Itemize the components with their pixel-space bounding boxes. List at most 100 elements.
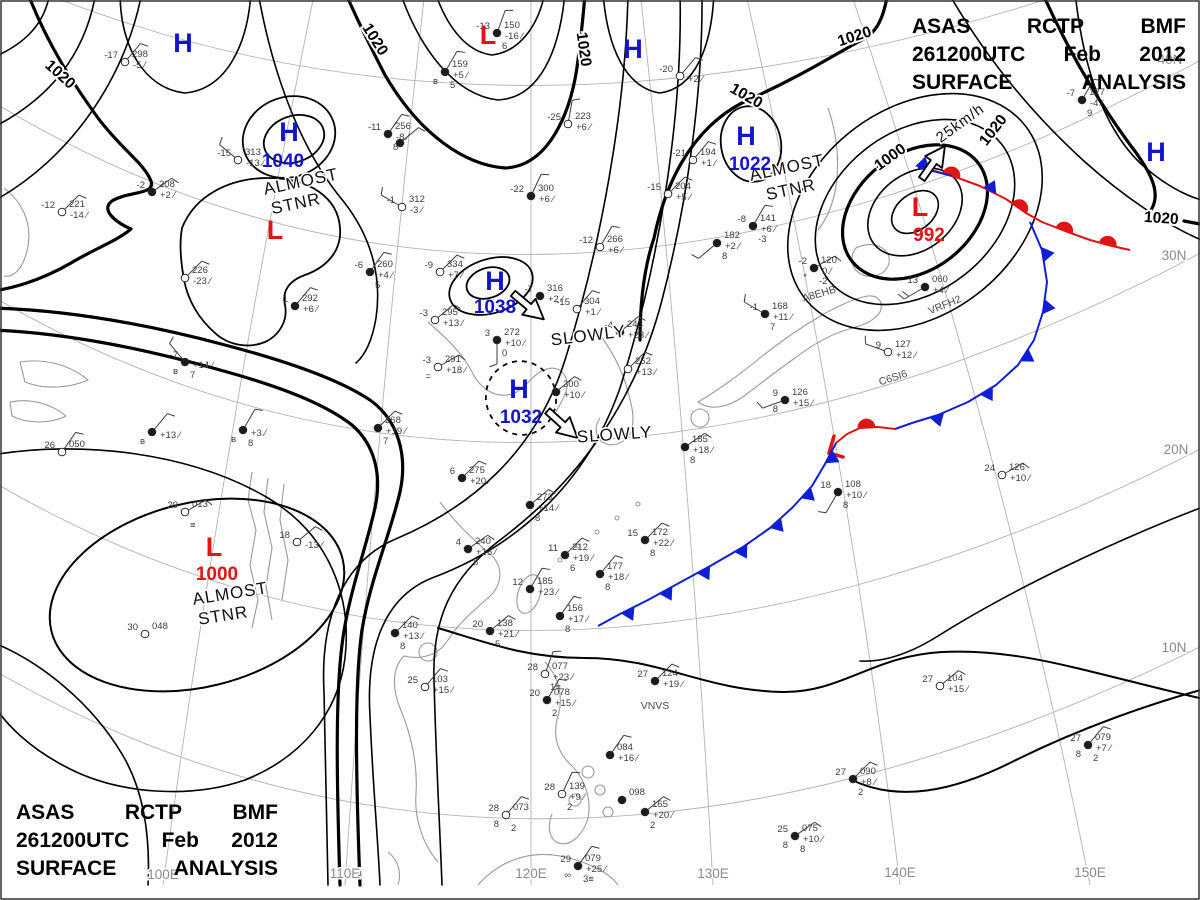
station-plot: -21 194+1 ∕ <box>672 141 717 169</box>
wind-barb <box>797 821 815 835</box>
station-plot: 27 124+19 ∕ <box>637 663 685 690</box>
isobar <box>602 0 715 94</box>
coastline <box>393 501 501 863</box>
wind-barb <box>567 537 583 553</box>
station-cloud: 9 <box>1087 108 1092 119</box>
wind-barb <box>762 400 782 409</box>
station-circle <box>397 202 407 212</box>
station-temp: 28 <box>544 782 555 793</box>
coastline <box>387 851 401 886</box>
station-pressure: 165 <box>652 799 668 810</box>
station-circle <box>833 487 843 497</box>
station-pressure: 208 <box>159 179 175 190</box>
wind-barb-tick <box>487 534 495 541</box>
wind-barb-tick <box>818 511 827 514</box>
station-plot: 11 212+19 ∕6 <box>548 537 595 574</box>
coastline <box>851 244 890 277</box>
station-pressure: 104 <box>947 673 963 684</box>
wind-barb <box>548 678 560 697</box>
station-pressure: 168 <box>772 301 788 312</box>
station-cloud: 5 <box>450 80 455 91</box>
station-pressure: 079 <box>1095 732 1111 743</box>
wind-barb-tick <box>1103 726 1112 730</box>
station-circle <box>935 681 945 691</box>
station-pressure: 140 <box>402 620 418 631</box>
station-pressure: 292 <box>302 293 318 304</box>
wind-barb-tick <box>205 499 213 506</box>
wind-barb <box>442 254 458 270</box>
wind-barb-tick <box>691 254 699 259</box>
wind-barb-tick <box>541 173 550 176</box>
wind-barb <box>561 596 575 614</box>
station-circle <box>605 750 615 760</box>
station-temp: 9 <box>773 388 778 399</box>
coastline <box>544 661 590 845</box>
station-pressure: 120 <box>821 255 837 266</box>
wind-barb <box>630 351 646 367</box>
wind-barb-tick <box>611 225 620 228</box>
station-pressure: 291 <box>445 354 461 365</box>
isobar-closed <box>241 95 337 179</box>
isobar <box>859 507 1200 662</box>
station-plot: 28 139+9 ∕2 <box>544 771 586 813</box>
front-line <box>597 442 837 627</box>
station-tendency: +23 ∕ <box>628 330 650 341</box>
wind-barb <box>219 144 236 158</box>
station-temp: 11 <box>548 543 558 554</box>
wind-barb <box>825 495 837 514</box>
station-circle <box>238 425 248 435</box>
wind-barb <box>441 354 460 366</box>
wind-barb <box>389 114 403 132</box>
wind-barb-tick <box>708 141 717 145</box>
station-tendency: +13 ∕ <box>403 631 425 642</box>
wind-barb <box>611 735 625 753</box>
station-temp: -1 <box>750 302 758 313</box>
station-pressure: 212 <box>572 542 588 553</box>
wind-barb <box>470 534 488 548</box>
station-cloud: 6 <box>570 563 575 574</box>
station-temp: 6 <box>450 466 455 477</box>
wind-barb <box>380 410 396 426</box>
station-temp: 18 <box>820 480 831 491</box>
isobar <box>638 0 889 342</box>
isobar <box>0 328 380 887</box>
latitude-line <box>0 59 1200 255</box>
station-weather: 8 <box>773 404 778 415</box>
station-cloud: 8 <box>400 641 405 652</box>
station-plot: 28 077+23 ∕1≡ <box>527 650 575 693</box>
station-tendency: +15 ∕ <box>433 685 455 696</box>
wind-barb-tick <box>201 260 210 265</box>
station-cloud: 2 <box>567 802 572 813</box>
longitude-line <box>640 0 714 886</box>
station-tendency: +13 ∕ <box>636 367 658 378</box>
wind-barb <box>817 255 836 267</box>
wind-barb-tick <box>458 354 466 361</box>
isobar-closed <box>814 118 1016 306</box>
station-pressure: 273 <box>537 492 553 503</box>
wind-barb <box>169 343 183 360</box>
isobar <box>0 306 405 887</box>
station-pressure: 084 <box>617 742 633 753</box>
wind-barb-tick <box>644 351 653 356</box>
station-tendency: +5 ∕ <box>453 70 469 81</box>
station-circle <box>688 155 698 165</box>
isobar <box>851 689 1200 793</box>
title-word: SURFACE <box>16 857 117 880</box>
station-circle <box>560 550 570 560</box>
station-tendency: +17 ∕ <box>568 614 590 625</box>
isobar <box>1043 0 1157 216</box>
station-cloud: 8 <box>722 251 727 262</box>
station-plot: -13 150-16 ∕6 <box>476 9 524 52</box>
isobar <box>0 448 348 793</box>
station-plot: -17 298-5 ∕ <box>104 43 149 71</box>
longitude-label: 120E <box>515 866 547 881</box>
station-tendency: -4 ∕ <box>1090 98 1104 109</box>
wind-barb <box>1090 726 1104 743</box>
wind-barb-tick <box>814 821 822 828</box>
station-pressure: 124 <box>662 668 678 679</box>
station-tendency: +21 ∕ <box>498 629 520 640</box>
station-circle <box>383 129 393 139</box>
station-circle <box>623 364 633 374</box>
station-temp: 26 <box>44 440 55 451</box>
